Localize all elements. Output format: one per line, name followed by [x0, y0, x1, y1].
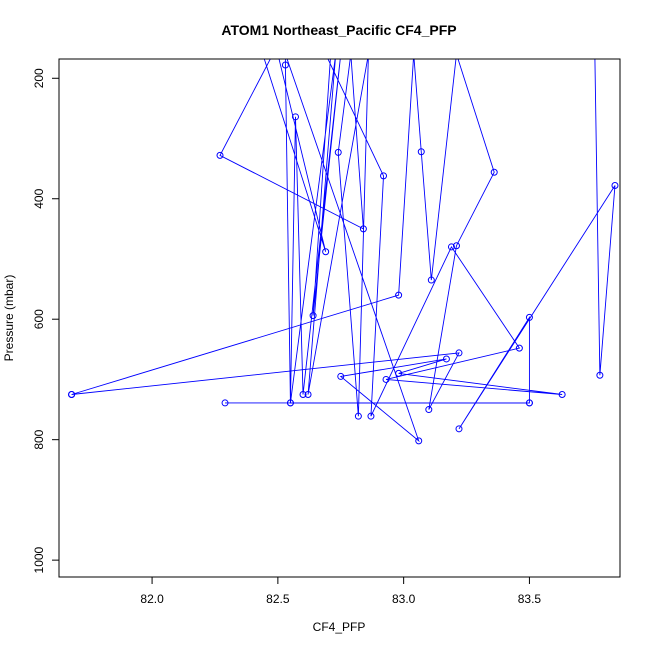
- data-point: [490, 168, 498, 176]
- chart-title: ATOM1 Northeast_Pacific CF4_PFP: [221, 22, 456, 38]
- series-line-3: [71, 59, 495, 410]
- data-point: [415, 437, 423, 445]
- series-layer: [71, 59, 616, 443]
- data-point: [455, 349, 463, 357]
- x-tick-label: 82.0: [140, 592, 164, 606]
- y-tick-label: 600: [32, 309, 46, 329]
- data-point: [395, 291, 403, 299]
- y-axis-label: Pressure (mbar): [2, 275, 16, 362]
- x-tick-label: 83.0: [392, 592, 416, 606]
- data-point: [427, 276, 435, 284]
- data-point: [359, 225, 367, 233]
- data-point: [216, 151, 224, 159]
- x-tick-label: 82.5: [266, 592, 290, 606]
- data-point: [291, 113, 299, 121]
- data-point: [395, 369, 403, 377]
- data-point: [425, 406, 433, 414]
- data-point: [515, 344, 523, 352]
- data-point: [281, 61, 289, 69]
- data-point: [299, 391, 307, 398]
- data-point: [322, 248, 330, 256]
- y-tick-label: 1000: [32, 546, 46, 573]
- y-tick-label: 800: [32, 429, 46, 449]
- data-point: [354, 412, 362, 420]
- data-point: [304, 391, 312, 398]
- y-tick-label: 200: [32, 68, 46, 88]
- data-point: [380, 172, 388, 180]
- data-point: [334, 148, 342, 156]
- data-point: [525, 313, 533, 321]
- data-point: [68, 391, 76, 398]
- data-point: [382, 375, 390, 383]
- data-point: [525, 399, 533, 407]
- data-point: [455, 425, 463, 433]
- data-point: [286, 399, 294, 407]
- series-line-1: [219, 59, 616, 443]
- x-axis-label: CF4_PFP: [313, 620, 366, 634]
- data-point: [442, 355, 450, 363]
- data-point: [417, 148, 425, 156]
- plot-frame: [58, 58, 621, 578]
- data-point: [221, 399, 229, 407]
- data-point: [611, 181, 619, 189]
- marker-layer: [68, 61, 619, 445]
- data-point: [337, 372, 345, 380]
- x-tick-label: 83.5: [518, 592, 542, 606]
- data-point: [367, 412, 375, 420]
- data-point: [447, 243, 455, 251]
- data-point: [309, 312, 317, 320]
- data-point: [596, 371, 604, 379]
- data-point: [558, 391, 566, 398]
- y-tick-label: 400: [32, 188, 46, 208]
- data-point: [452, 242, 460, 250]
